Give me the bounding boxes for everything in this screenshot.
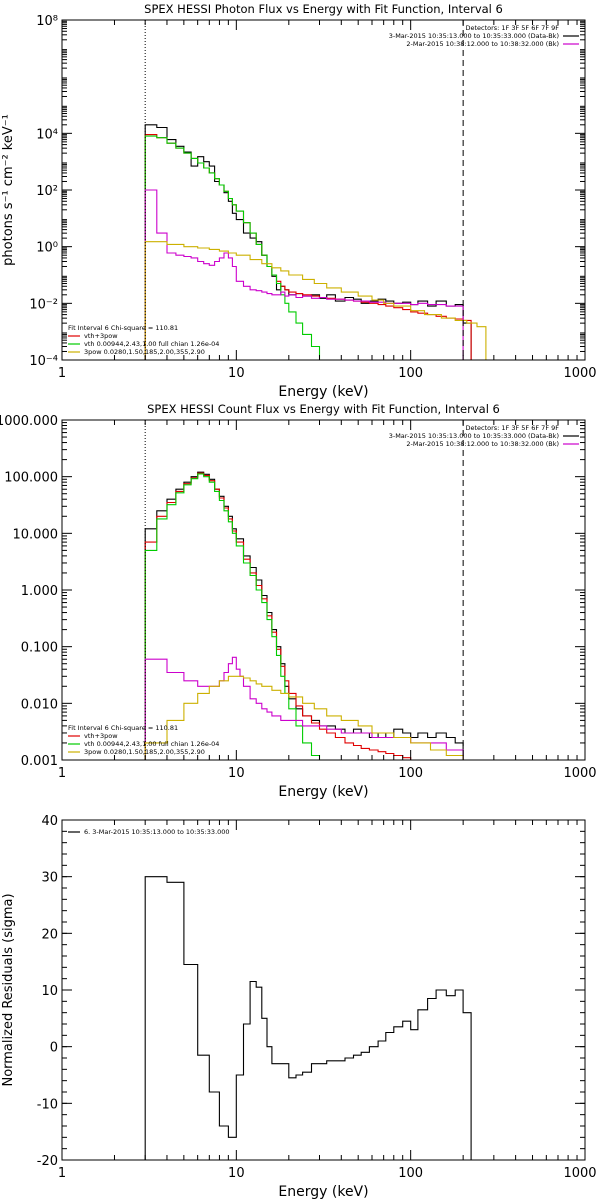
x-tick-label: 10 (228, 766, 245, 781)
y-tick-label: 10.000 (13, 527, 59, 542)
x-tick-label: 1 (58, 766, 66, 781)
y-tick-label: 10⁰ (36, 241, 58, 256)
legend-entry: 3-Mar-2015 10:35:13.000 to 10:35:33.000 … (389, 432, 559, 440)
y-tick-label: 10⁻² (29, 297, 58, 312)
legend-entry: 3pow 0.0280,1.50,185,2.00,355,2.90 (84, 748, 205, 756)
series-line-1 (144, 472, 472, 760)
x-tick-label: 1000 (563, 366, 596, 381)
y-tick-label: 0.001 (21, 754, 58, 769)
series-line-2 (144, 135, 348, 360)
series-line-0 (144, 471, 472, 760)
y-tick-label: -20 (37, 1154, 58, 1169)
y-tick-label: 1.000 (21, 584, 58, 599)
legend-entry: 6. 3-Mar-2015 10:35:13.000 to 10:35:33.0… (84, 828, 230, 836)
plot-frame (61, 819, 586, 1161)
x-axis-label: Energy (keV) (278, 1184, 368, 1200)
series-group (144, 876, 472, 1160)
legend-entry: vth 0.00944,2.43,1.00 full chian 1.26e-0… (84, 740, 219, 748)
y-tick-label: -10 (37, 1097, 58, 1112)
legend-entry: vth+3pow (84, 732, 118, 740)
legend-entry: 2-Mar-2015 10:38:12.000 to 10:38:32.000 … (406, 40, 559, 48)
x-tick-label: 100 (398, 766, 423, 781)
y-tick-label: 0.010 (21, 697, 58, 712)
y-tick-label: 30 (41, 871, 58, 886)
legend-entry: Fit Interval 6 Chi-square = 110.81 (68, 724, 178, 732)
x-tick-label: 10 (228, 1166, 245, 1181)
x-tick-label: 1 (58, 366, 66, 381)
y-axis-label: Normalized Residuals (sigma) (1, 893, 16, 1086)
series-group (144, 471, 480, 760)
legend-entry: Fit Interval 6 Chi-square = 110.81 (68, 324, 178, 332)
y-tick-label: 0.100 (21, 641, 58, 656)
y-axis-label: photons s⁻¹ cm⁻² keV⁻¹ (1, 114, 16, 266)
y-tick-label: 40 (41, 814, 58, 829)
x-tick-label: 1000 (563, 1166, 596, 1181)
legend-entry: 3-Mar-2015 10:35:13.000 to 10:35:33.000 … (389, 32, 559, 40)
residuals-panel: 1 10 100 1000 Energy (keV) -20 -10 0 10 20 30 40 Nor… (1, 814, 597, 1200)
count-flux-panel: SPEX HESSI Count Flux vs Energy with Fit… (0, 402, 597, 800)
y-tick-label: 0 (50, 1041, 58, 1056)
series-group (144, 124, 495, 360)
x-axis-label: Energy (keV) (278, 384, 368, 400)
series-line-0 (144, 124, 472, 360)
series-line-1 (144, 134, 472, 360)
chart-title: SPEX HESSI Count Flux vs Energy with Fit… (147, 402, 500, 416)
y-tick-label: 20 (41, 927, 58, 942)
x-axis-label: Energy (keV) (278, 784, 368, 800)
series-line-4 (144, 241, 495, 360)
legend-entry: vth+3pow (84, 332, 118, 340)
y-tick-label: 10⁻⁴ (29, 354, 58, 369)
y-tick-label: 10⁸ (36, 14, 58, 29)
plot-frame (61, 19, 586, 361)
x-tick-label: 100 (398, 366, 423, 381)
legend-entry: 2-Mar-2015 10:38:12.000 to 10:38:32.000 … (406, 440, 559, 448)
legend-entry: Detectors: 1F 3F 5F 6F 7F 9F (465, 24, 559, 32)
series-line-0 (144, 876, 472, 1160)
x-tick-label: 1000 (563, 766, 596, 781)
y-tick-label: 100.000 (4, 471, 58, 486)
series-line-2 (144, 473, 329, 760)
x-tick-label: 10 (228, 366, 245, 381)
x-tick-label: 1 (58, 1166, 66, 1181)
photon-flux-panel: SPEX HESSI Photon Flux vs Energy with Fi… (1, 2, 597, 400)
y-tick-label: 10 (41, 984, 58, 999)
legend-entry: vth 0.00944,2.43,1.00 full chian 1.26e-0… (84, 340, 219, 348)
legend-entry: 3pow 0.0280,1.50,185,2.00,355,2.90 (84, 348, 205, 356)
legend-entry: Detectors: 1F 3F 5F 6F 7F 9F (465, 424, 559, 432)
y-tick-label: 10⁴ (36, 127, 58, 142)
series-line-4 (144, 675, 480, 760)
chart-title: SPEX HESSI Photon Flux vs Energy with Fi… (144, 2, 503, 16)
y-tick-label: 10² (36, 184, 58, 199)
x-tick-label: 100 (398, 1166, 423, 1181)
y-tick-label: 1000.000 (0, 414, 58, 429)
